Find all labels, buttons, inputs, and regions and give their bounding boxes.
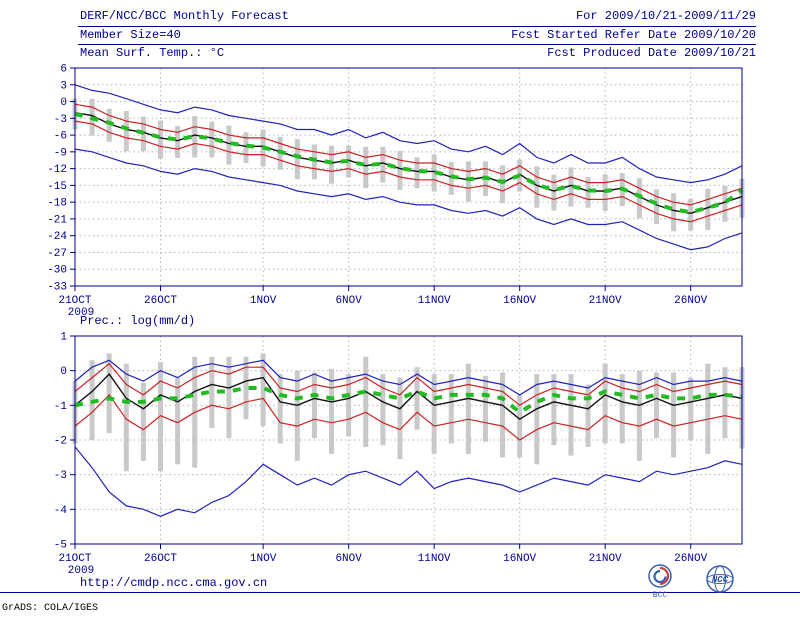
y-tick-label: -6 [54, 131, 67, 143]
series-ensemble-max [74, 84, 743, 184]
plot-frame [74, 67, 743, 287]
y-tick-label: -30 [47, 265, 67, 277]
x-tick-label: 6NOV [335, 295, 362, 307]
series-ensemble-max [74, 359, 743, 396]
x-tick-label: 26OCT [144, 295, 177, 307]
ensemble-spread-bars [72, 353, 745, 472]
website-url: http://cmdp.ncc.cma.gov.cn [80, 576, 268, 590]
ncc-logo-parallel [706, 574, 734, 584]
footer-divider [0, 592, 800, 593]
series-upper-quartile [74, 362, 743, 407]
ncc-logo-meridian [714, 565, 726, 593]
y-tick-label: -12 [47, 164, 67, 176]
y-tick-label: 3 [60, 80, 67, 92]
y-tick-label: -15 [47, 181, 67, 193]
y-tick-label: -27 [47, 248, 67, 260]
series-climatology [74, 111, 744, 215]
x-tick-label: 1NOV [250, 553, 277, 565]
x-tick-label: 21OCT [58, 295, 91, 307]
header-divider-2 [78, 44, 756, 45]
x-tick-label: 6NOV [335, 553, 362, 565]
series-ensemble-min [74, 446, 743, 517]
fcst-started-label: Fcst Started Refer Date 2009/10/20 [511, 28, 756, 42]
precip-chart-title: Prec.: log(mm/d) [80, 314, 196, 328]
y-tick-label: 0 [60, 97, 67, 109]
ncc-logo-text: NCC [712, 575, 729, 585]
y-tick-label: 6 [60, 64, 67, 76]
series-upper-quartile [74, 103, 743, 206]
temp-chart-title: Mean Surf. Temp.: °C [80, 46, 225, 60]
series-lower-quartile [74, 393, 743, 441]
y-tick-label: -24 [47, 231, 67, 243]
grads-credit: GrADS: COLA/IGES [2, 603, 99, 614]
y-tick-label: -1 [54, 401, 68, 413]
x-tick-label: 26NOV [674, 553, 707, 565]
x-tick-label: 21OCT [58, 553, 91, 565]
gridlines [74, 335, 742, 545]
y-tick-label: 1 [60, 332, 67, 344]
y-tick-label: -3 [54, 470, 67, 482]
forecast-range-label: For 2009/10/21-2009/11/29 [575, 9, 756, 23]
y-tick-label: -21 [47, 214, 67, 226]
x-tick-label: 16NOV [503, 553, 536, 565]
x-tick-label: 26NOV [674, 295, 707, 307]
ncc-logo: NCC [706, 565, 734, 593]
y-tick-label: -33 [47, 282, 67, 294]
x-tick-label: 21NOV [589, 553, 622, 565]
bcc-logo: BCC [648, 564, 672, 599]
series-ensemble-mean [74, 112, 743, 215]
page-title: DERF/NCC/BCC Monthly Forecast [80, 9, 289, 23]
x-tick-label: 16NOV [503, 295, 536, 307]
bcc-logo-text: BCC [653, 591, 668, 599]
series-lower-quartile [74, 120, 743, 223]
bcc-logo-ring [648, 564, 672, 588]
series-ensemble-min [74, 148, 743, 251]
x-tick-label: 26OCT [144, 553, 177, 565]
x-axis-year-label: 2009 [68, 307, 94, 318]
x-tick-label: 11NOV [418, 295, 451, 307]
y-tick-label: -5 [54, 540, 67, 552]
y-tick-label: -18 [47, 198, 67, 210]
x-tick-label: 1NOV [250, 295, 277, 307]
series-climatology [74, 386, 743, 415]
header-divider-1 [78, 26, 756, 27]
bcc-logo-swirl-red [659, 566, 670, 586]
x-tick-label: 11NOV [418, 553, 451, 565]
y-tick-label: -3 [54, 114, 67, 126]
y-tick-label: -4 [54, 505, 68, 517]
x-axis-year-label: 2009 [68, 565, 94, 576]
y-tick-label: -9 [54, 147, 67, 159]
bcc-logo-swirl-blue [653, 569, 667, 584]
y-tick-label: -2 [54, 436, 67, 448]
y-tick-label: 0 [60, 366, 67, 378]
member-size-label: Member Size=40 [80, 28, 181, 42]
gridlines [74, 67, 742, 287]
x-tick-label: 21NOV [589, 295, 622, 307]
fcst-produced-label: Fcst Produced Date 2009/10/21 [547, 46, 756, 60]
